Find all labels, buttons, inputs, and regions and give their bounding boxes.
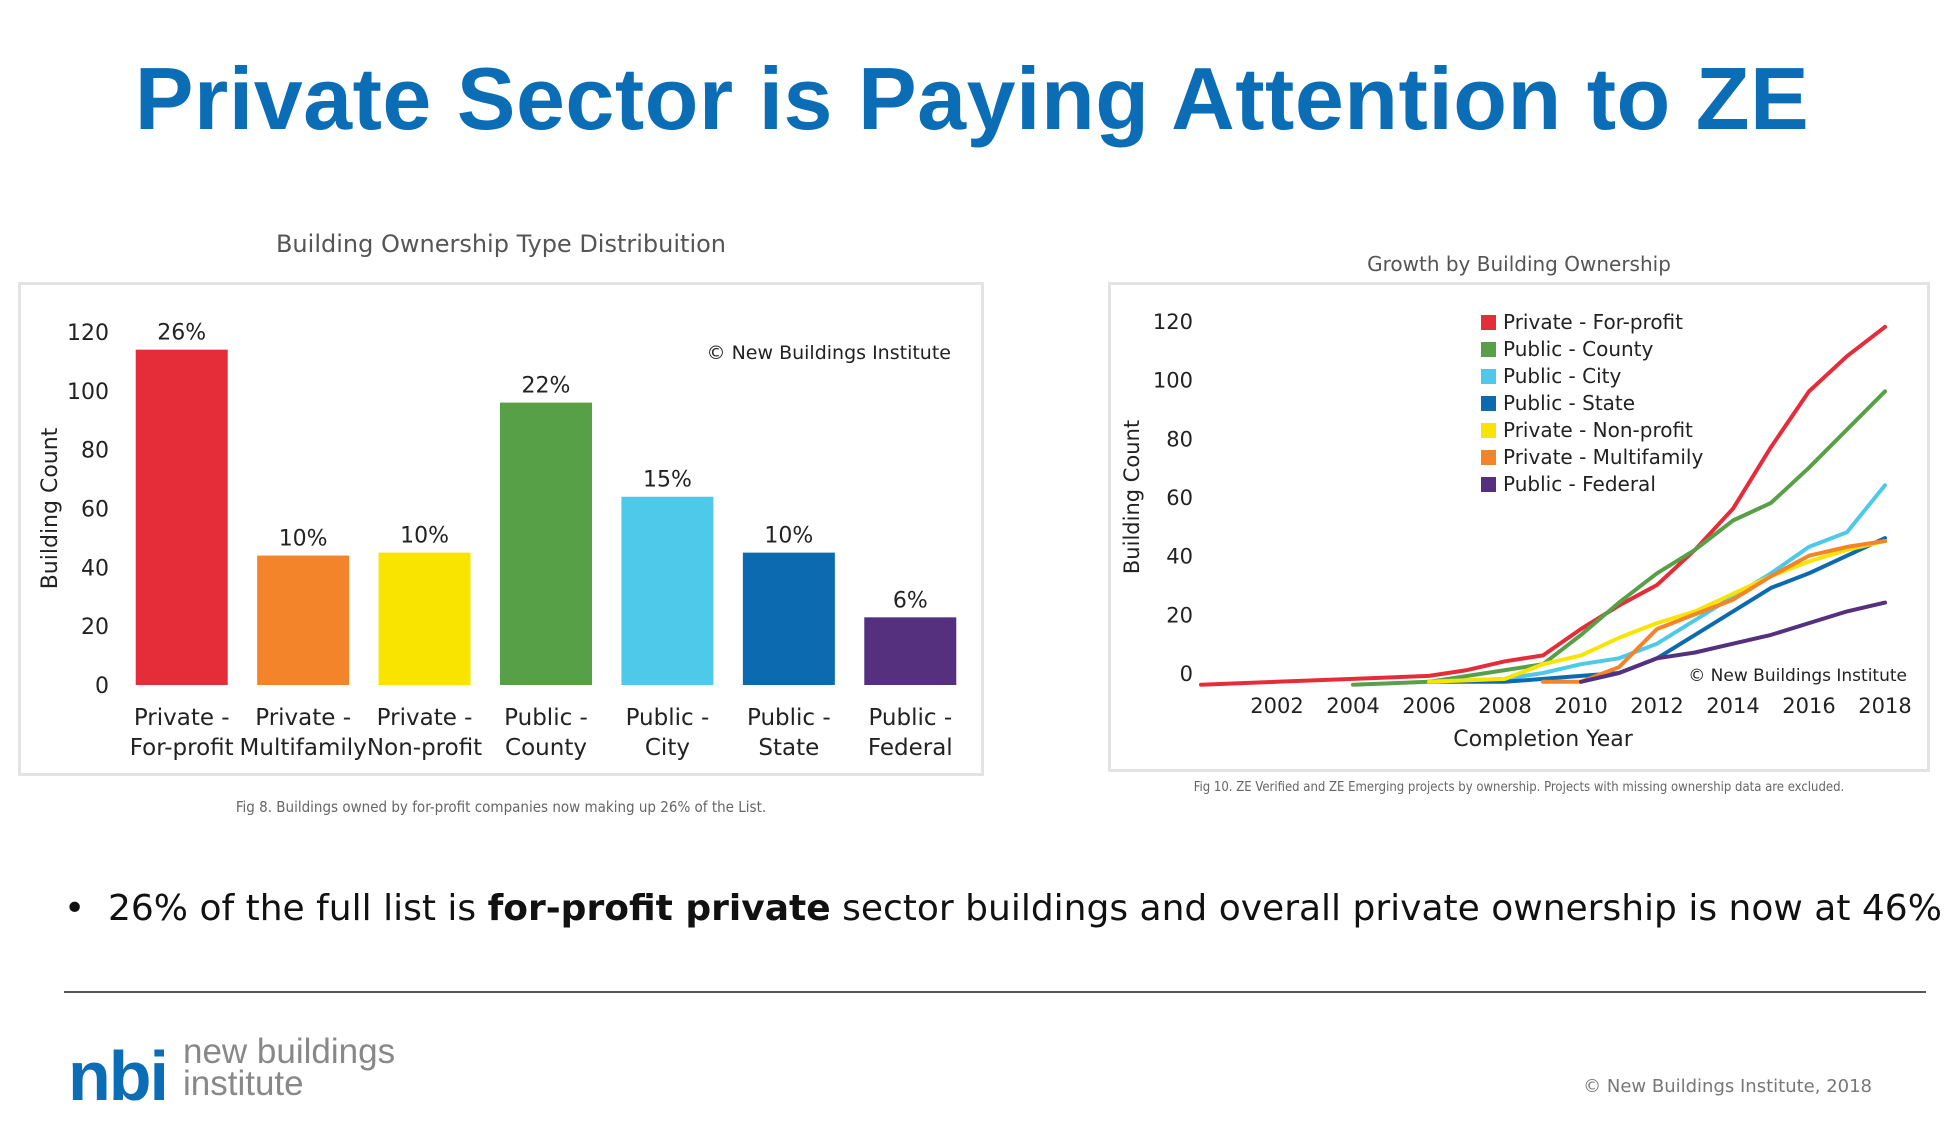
legend-label: Private - For-profit	[1503, 310, 1683, 334]
logo-mark: nbi	[68, 1037, 169, 1115]
x-tick-label: 2012	[1630, 694, 1683, 718]
y-tick-label: 100	[1153, 369, 1193, 393]
bullet-text-after: sector buildings and overall private own…	[830, 888, 1944, 929]
series-line	[1427, 539, 1887, 684]
bar-chart: 0 20 40 60 80 100 120 Building Count 26% Private …	[38, 321, 957, 761]
y-tick-label: 40	[1166, 545, 1193, 569]
bullet-text-bold: for-profit private	[487, 888, 831, 929]
chart-watermark: © New Buildings Institute	[707, 342, 951, 364]
y-tick-label: 0	[1180, 662, 1193, 686]
y-tick-label: 120	[1153, 310, 1193, 334]
x-tick-label: 2010	[1554, 694, 1607, 718]
y-axis-label: Building Count	[38, 427, 63, 589]
y-tick-label: 40	[81, 556, 109, 581]
legend-label: Public - County	[1503, 337, 1654, 361]
bar	[742, 552, 835, 685]
bar-data-label: 10%	[764, 524, 813, 549]
bar	[135, 349, 228, 685]
bar	[864, 617, 957, 685]
legend-swatch	[1481, 423, 1496, 438]
legend-swatch	[1481, 369, 1496, 384]
x-tick-label: 2016	[1782, 694, 1835, 718]
x-tick-label: State	[758, 735, 819, 761]
legend-label: Public - City	[1503, 364, 1621, 388]
y-tick-label: 0	[95, 674, 109, 699]
legend-label: Private - Multifamily	[1503, 445, 1703, 469]
x-tick-label: 2018	[1858, 694, 1911, 718]
bar-data-label: 10%	[279, 527, 328, 552]
series-line	[1427, 483, 1887, 684]
legend-swatch	[1481, 396, 1496, 411]
x-tick-label: County	[505, 735, 587, 761]
x-tick-label: 2008	[1478, 694, 1531, 718]
bar	[500, 402, 592, 685]
legend-swatch	[1481, 342, 1496, 357]
bar-data-label: 6%	[893, 588, 928, 613]
bar	[257, 555, 350, 685]
x-tick-label: For-profit	[130, 735, 234, 761]
bar-chart-title: Building Ownership Type Distribuition	[275, 230, 727, 258]
x-tick-label: Private -	[134, 705, 230, 731]
y-tick-label: 20	[1166, 603, 1193, 627]
x-tick-label: 2004	[1326, 694, 1379, 718]
page-title: Private Sector is Paying Attention to ZE	[134, 49, 1810, 148]
series-line	[1427, 536, 1887, 684]
bar-data-label: 15%	[643, 468, 692, 493]
bar	[621, 496, 714, 685]
legend-label: Public - Federal	[1503, 472, 1656, 496]
x-tick-label: 2014	[1706, 694, 1759, 718]
x-tick-label: Private -	[255, 705, 351, 731]
x-tick-label: Multifamily	[240, 735, 367, 761]
y-tick-label: 20	[81, 615, 109, 640]
bar-data-label: 26%	[157, 321, 206, 346]
legend-label: Private - Non-profit	[1503, 418, 1693, 442]
y-tick-label: 60	[1166, 486, 1193, 510]
series-line	[1541, 539, 1887, 684]
y-tick-label: 80	[81, 439, 109, 464]
x-tick-label: Public -	[868, 705, 952, 731]
bar-data-label: 10%	[400, 524, 449, 549]
bar-chart-panel: 0 20 40 60 80 100 120 Building Count 26% Private …	[18, 282, 984, 776]
x-tick-label: Public -	[504, 705, 588, 731]
logo-line-1: new buildings	[183, 1032, 396, 1071]
x-tick-label: Non-profit	[367, 735, 482, 761]
x-tick-label: 2002	[1250, 694, 1303, 718]
line-chart-panel: 0 20 40 60 80 100 120 2002 2004 2006 2008 2010 2012 2…	[1108, 282, 1930, 772]
bar	[378, 552, 471, 685]
legend-swatch	[1481, 315, 1496, 330]
x-tick-label: 2006	[1402, 694, 1455, 718]
x-tick-label: Private -	[377, 705, 473, 731]
chart-watermark: © New Buildings Institute	[1688, 666, 1907, 686]
series-line	[1579, 600, 1887, 684]
y-tick-label: 100	[67, 380, 109, 405]
logo-line-2: institute	[183, 1064, 304, 1103]
y-tick-label: 60	[81, 498, 109, 523]
x-tick-label: Federal	[868, 735, 953, 761]
legend-swatch	[1481, 450, 1496, 465]
series-line	[1351, 389, 1887, 687]
bar-chart-caption: Fig 8. Buildings owned by for-profit com…	[235, 798, 767, 816]
line-chart-caption: Fig 10. ZE Verified and ZE Emerging proj…	[1193, 780, 1845, 795]
footer-divider	[64, 991, 1926, 993]
x-tick-label: Public -	[626, 705, 710, 731]
line-chart: 0 20 40 60 80 100 120 2002 2004 2006 2008 2010 2012 2…	[1120, 310, 1912, 752]
y-axis-label: Building Count	[1120, 420, 1144, 574]
bullet-text-before: 26% of the full list is	[108, 888, 488, 929]
y-tick-label: 80	[1166, 427, 1193, 451]
x-tick-label: Public -	[747, 705, 831, 731]
legend-label: Public - State	[1503, 391, 1635, 415]
summary-bullet: • 26% of the full list is for-profit priv…	[64, 888, 1944, 929]
footer-copyright: © New Buildings Institute, 2018	[1583, 1076, 1872, 1097]
x-axis-label: Completion Year	[1453, 727, 1634, 752]
logo-wordmark: new buildings institute	[183, 1032, 396, 1103]
x-tick-label: City	[645, 735, 690, 761]
bar-data-label: 22%	[522, 374, 571, 399]
line-chart-title: Growth by Building Ownership	[1367, 252, 1671, 276]
legend-swatch	[1481, 477, 1496, 492]
bullet-dot-icon: •	[64, 888, 86, 929]
y-tick-label: 120	[67, 321, 109, 346]
